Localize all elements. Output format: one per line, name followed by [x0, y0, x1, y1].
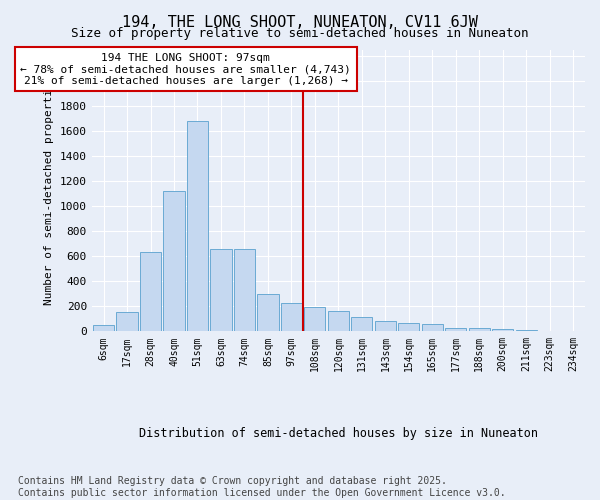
Bar [469, 328, 490, 332]
Bar [116, 312, 137, 332]
Bar [375, 322, 396, 332]
Bar [163, 192, 185, 332]
Text: Contains HM Land Registry data © Crown copyright and database right 2025.
Contai: Contains HM Land Registry data © Crown c… [18, 476, 506, 498]
Bar [281, 302, 302, 332]
X-axis label: Distribution of semi-detached houses by size in Nuneaton: Distribution of semi-detached houses by … [139, 427, 538, 440]
Bar [352, 317, 373, 332]
Bar [257, 294, 278, 332]
Bar [539, 330, 560, 332]
Y-axis label: Number of semi-detached properties: Number of semi-detached properties [44, 76, 55, 306]
Bar [422, 324, 443, 332]
Bar [492, 329, 514, 332]
Bar [93, 325, 114, 332]
Bar [328, 310, 349, 332]
Bar [187, 122, 208, 332]
Bar [140, 252, 161, 332]
Bar [563, 330, 584, 332]
Text: Size of property relative to semi-detached houses in Nuneaton: Size of property relative to semi-detach… [71, 28, 529, 40]
Bar [516, 330, 537, 332]
Text: 194 THE LONG SHOOT: 97sqm
← 78% of semi-detached houses are smaller (4,743)
21% : 194 THE LONG SHOOT: 97sqm ← 78% of semi-… [20, 52, 351, 86]
Text: 194, THE LONG SHOOT, NUNEATON, CV11 6JW: 194, THE LONG SHOOT, NUNEATON, CV11 6JW [122, 15, 478, 30]
Bar [445, 328, 466, 332]
Bar [234, 249, 255, 332]
Bar [211, 249, 232, 332]
Bar [398, 322, 419, 332]
Bar [304, 307, 325, 332]
